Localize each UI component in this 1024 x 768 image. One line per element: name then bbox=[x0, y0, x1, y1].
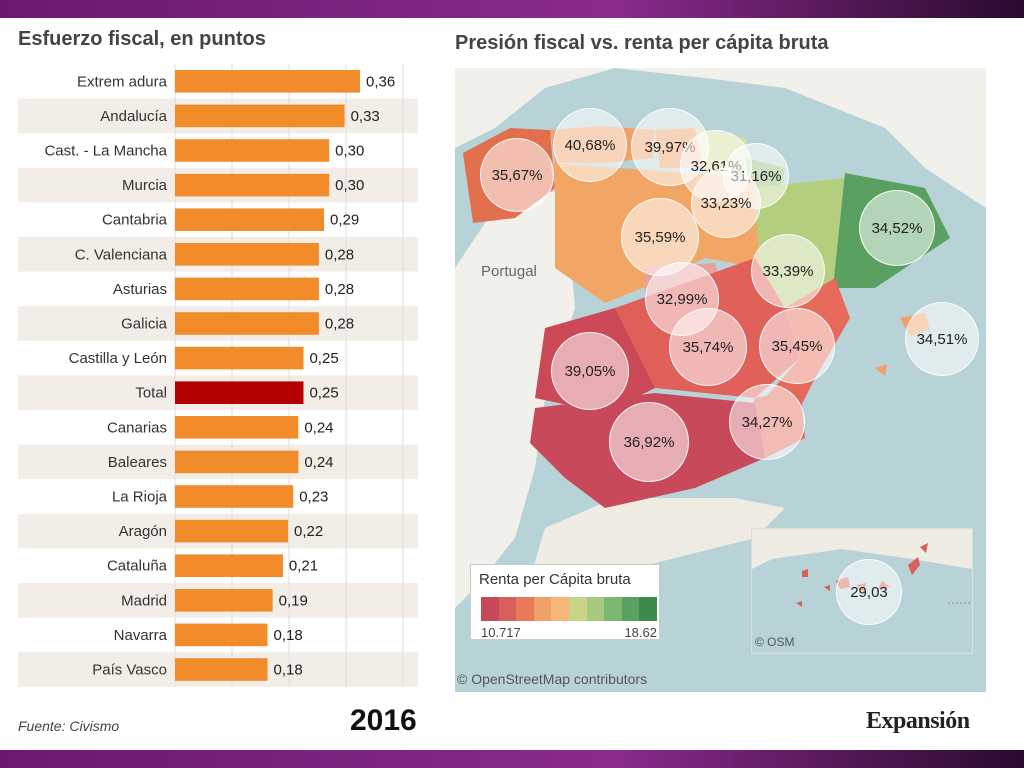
category-label: Madrid bbox=[121, 592, 167, 609]
category-label: Murcia bbox=[122, 177, 168, 194]
value-label: 0,33 bbox=[351, 108, 380, 125]
value-label: 0,29 bbox=[330, 212, 359, 229]
category-label: Asturias bbox=[113, 281, 167, 298]
value-label: 0,28 bbox=[325, 281, 354, 298]
category-label: C. Valenciana bbox=[75, 246, 168, 263]
value-label: 0,23 bbox=[299, 489, 328, 506]
bubble-castilla-la-mancha[interactable]: 35,74% bbox=[669, 308, 747, 386]
bar bbox=[175, 554, 283, 577]
value-label: 0,36 bbox=[366, 73, 395, 90]
value-label: 0,18 bbox=[274, 627, 303, 644]
map-legend: Renta per Cápita bruta 10.717 18.62 bbox=[470, 564, 660, 640]
category-label: Aragón bbox=[119, 523, 167, 540]
bar bbox=[175, 208, 325, 231]
bar bbox=[175, 519, 289, 543]
bubble-extremadura[interactable]: 39,05% bbox=[551, 332, 629, 410]
bar bbox=[175, 277, 319, 301]
legend-swatch bbox=[551, 597, 569, 621]
bar bbox=[175, 485, 294, 508]
legend-title: Renta per Cápita bruta bbox=[479, 571, 631, 588]
category-label: Total bbox=[135, 385, 167, 402]
category-label: Canarias bbox=[107, 419, 167, 436]
bubble-la-rioja[interactable]: 33,23% bbox=[691, 168, 761, 238]
bubble-aragon[interactable]: 33,39% bbox=[751, 234, 825, 308]
bar-chart-title: Esfuerzo fiscal, en puntos bbox=[18, 28, 266, 50]
map-panel[interactable]: Portugal 35,67% 40,68% 39,97% 32,61% 31,… bbox=[455, 68, 986, 692]
canarias-inset: 29,03 © OSM bbox=[751, 528, 973, 654]
legend-swatch bbox=[639, 597, 657, 621]
value-label: 0,24 bbox=[304, 419, 333, 436]
bubble-cataluna[interactable]: 34,52% bbox=[859, 190, 935, 266]
source-note: Fuente: Civismo bbox=[18, 718, 120, 734]
bar bbox=[175, 312, 319, 335]
value-label: 0,25 bbox=[309, 385, 338, 402]
bar bbox=[175, 381, 304, 404]
bar bbox=[175, 416, 299, 439]
bubble-valencia[interactable]: 35,45% bbox=[759, 308, 835, 384]
bubble-canarias[interactable]: 29,03 bbox=[836, 559, 902, 625]
bubble-galicia[interactable]: 35,67% bbox=[480, 138, 554, 212]
osm-credit[interactable]: © OpenStreetMap contributors bbox=[457, 671, 648, 687]
value-label: 0,25 bbox=[309, 350, 338, 367]
value-label: 0,21 bbox=[289, 558, 318, 575]
inset-osm-credit: © OSM bbox=[755, 635, 795, 649]
brand-logo: Expansión bbox=[866, 708, 970, 734]
bubble-asturias[interactable]: 40,68% bbox=[553, 108, 627, 182]
category-label: País Vasco bbox=[92, 662, 167, 679]
value-label: 0,28 bbox=[325, 246, 354, 263]
legend-color-scale bbox=[481, 597, 657, 621]
legend-swatch bbox=[498, 597, 517, 621]
bar bbox=[175, 450, 299, 474]
category-label: Castilla y León bbox=[69, 350, 167, 367]
category-label: Extrem adura bbox=[77, 73, 168, 90]
category-label: La Rioja bbox=[112, 489, 168, 506]
legend-swatch bbox=[516, 597, 534, 621]
bar bbox=[175, 173, 330, 197]
year-label: 2016 bbox=[350, 704, 417, 737]
legend-swatch bbox=[621, 597, 640, 621]
legend-swatch bbox=[568, 597, 587, 621]
category-label: Baleares bbox=[108, 454, 167, 471]
value-label: 0,24 bbox=[304, 454, 333, 471]
value-label: 0,28 bbox=[325, 316, 354, 333]
legend-max: 18.62 bbox=[624, 625, 657, 640]
bar bbox=[175, 346, 304, 370]
bar bbox=[175, 589, 273, 612]
category-label: Cataluña bbox=[107, 558, 168, 575]
top-band bbox=[0, 0, 1024, 18]
bar bbox=[175, 243, 319, 266]
category-label: Andalucía bbox=[100, 108, 167, 125]
legend-swatch bbox=[481, 597, 499, 621]
bar bbox=[175, 658, 268, 681]
bubble-andalucia[interactable]: 36,92% bbox=[609, 402, 689, 482]
category-label: Navarra bbox=[114, 627, 168, 644]
legend-swatch bbox=[604, 597, 622, 621]
map-title: Presión fiscal vs. renta per cápita brut… bbox=[455, 32, 829, 54]
bar bbox=[175, 104, 345, 128]
bar bbox=[175, 139, 330, 162]
bottom-band bbox=[0, 750, 1024, 768]
bar bbox=[175, 623, 268, 647]
legend-min: 10.717 bbox=[481, 625, 521, 640]
legend-swatch bbox=[533, 597, 552, 621]
value-label: 0,30 bbox=[335, 143, 364, 160]
category-label: Cantabria bbox=[102, 212, 168, 229]
legend-swatch bbox=[586, 597, 605, 621]
portugal-label: Portugal bbox=[481, 263, 537, 280]
bubble-murcia[interactable]: 34,27% bbox=[729, 384, 805, 460]
bar-chart: Extrem adura 0,36 Andalucía 0,33 Cast. - La … bbox=[18, 64, 418, 687]
value-label: 0,30 bbox=[335, 177, 364, 194]
category-label: Cast. - La Mancha bbox=[44, 143, 167, 160]
value-label: 0,19 bbox=[279, 592, 308, 609]
value-label: 0,22 bbox=[294, 523, 323, 540]
category-label: Galicia bbox=[121, 316, 168, 333]
bar bbox=[175, 70, 360, 93]
bubble-baleares[interactable]: 34,51% bbox=[905, 302, 979, 376]
value-label: 0,18 bbox=[274, 662, 303, 679]
